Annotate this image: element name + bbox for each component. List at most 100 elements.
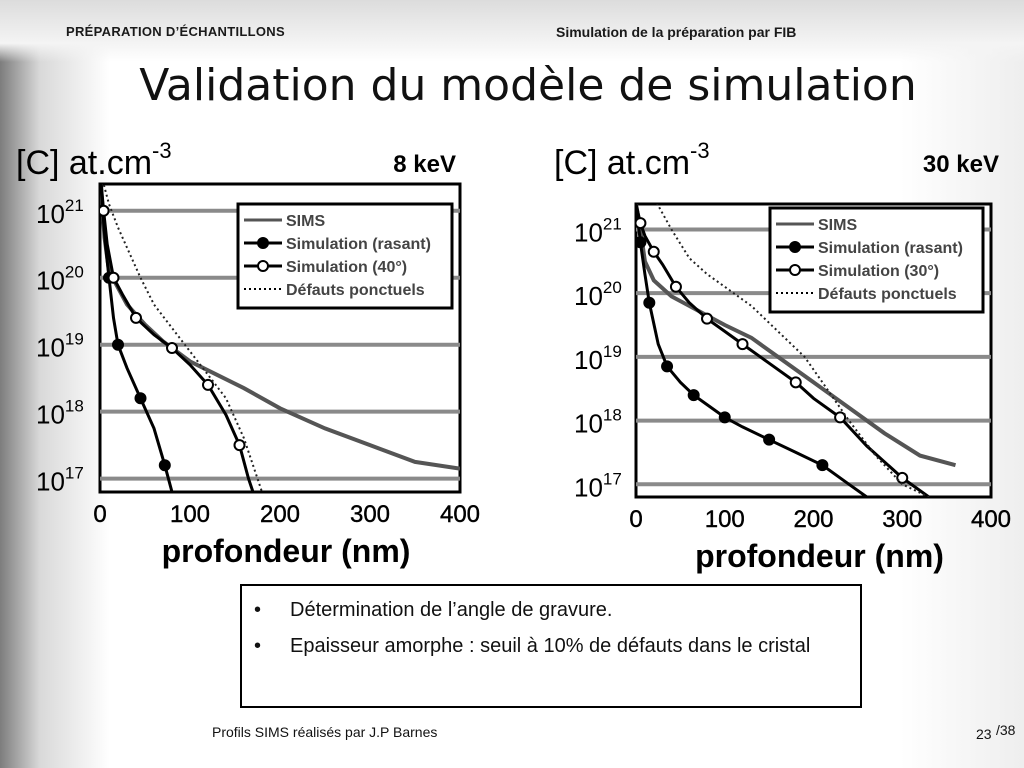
data-point xyxy=(166,342,178,355)
x-tick-label: 200 xyxy=(793,506,833,533)
series-line xyxy=(636,204,930,497)
x-tick-label: 0 xyxy=(629,506,642,533)
legend: SIMS Simulation (rasant) Simulation (40°) D… xyxy=(236,202,454,310)
legend-label: Simulation (40°) xyxy=(286,259,407,276)
bullet-dot: • xyxy=(254,599,262,621)
data-point xyxy=(896,471,909,484)
y-axis-title-exponent: -3 xyxy=(690,138,710,163)
data-point xyxy=(636,236,647,249)
y-tick-base: 10 xyxy=(36,467,65,497)
section-label: PRÉPARATION D’ÉCHANTILLONS xyxy=(66,24,285,39)
bullet-text: Détermination de l’angle de gravure. xyxy=(290,599,613,621)
data-point xyxy=(763,433,776,446)
bullet-item: • Epaisseur amorphe : seuil à 10% de défa… xyxy=(254,632,848,660)
x-tick-label: 0 xyxy=(93,501,106,528)
y-axis-title-main: [C] at.cm xyxy=(554,144,690,182)
y-tick-base: 10 xyxy=(36,266,65,296)
data-point xyxy=(736,338,749,351)
x-axis-title: profondeur (nm) xyxy=(695,538,944,574)
y-tick-exponent: 18 xyxy=(65,397,84,416)
y-tick-base: 10 xyxy=(36,333,65,363)
series-group xyxy=(636,204,957,497)
legend-label: Défauts ponctuels xyxy=(286,282,425,299)
data-point xyxy=(233,439,246,452)
bullet-item: • Détermination de l’angle de gravure. xyxy=(254,596,848,624)
chart-title: 8 keV xyxy=(393,151,456,178)
legend-label: SIMS xyxy=(818,217,857,234)
data-point xyxy=(158,459,171,472)
y-tick-label: 1018 xyxy=(36,397,84,430)
data-point xyxy=(134,392,147,405)
series-line xyxy=(636,204,957,468)
y-tick-exponent: 19 xyxy=(65,330,84,349)
chart-title: 30 keV xyxy=(923,151,999,178)
y-tick-exponent: 17 xyxy=(65,464,84,483)
series-line xyxy=(102,184,263,492)
data-point xyxy=(202,378,214,391)
data-point xyxy=(687,389,700,402)
data-point xyxy=(643,296,656,309)
y-axis-title: [C] at.cm-3 xyxy=(554,138,710,182)
y-tick-exponent: 21 xyxy=(603,214,622,233)
data-point xyxy=(130,311,142,324)
legend-marker xyxy=(257,260,269,272)
y-tick-exponent: 18 xyxy=(603,406,622,425)
bullet-text: Epaisseur amorphe : seuil à 10% de défau… xyxy=(290,635,811,657)
y-tick-base: 10 xyxy=(36,199,65,229)
legend-marker xyxy=(257,237,269,249)
data-point xyxy=(107,271,120,284)
legend-label: Défauts ponctuels xyxy=(818,286,957,303)
footer-note: Profils SIMS réalisés par J.P Barnes xyxy=(212,724,438,740)
y-axis-title: [C] at.cm-3 xyxy=(16,138,172,182)
data-point xyxy=(636,217,647,230)
y-tick-label: 1021 xyxy=(36,196,84,229)
data-point xyxy=(100,204,110,217)
x-tick-label: 300 xyxy=(350,501,390,528)
data-point xyxy=(669,280,682,293)
y-tick-base: 10 xyxy=(574,472,603,502)
data-point xyxy=(834,411,847,424)
header-band xyxy=(0,0,1024,62)
data-point xyxy=(816,459,829,472)
y-tick-label: 1019 xyxy=(36,330,84,363)
x-axis-title: profondeur (nm) xyxy=(162,533,411,569)
data-point xyxy=(661,360,674,373)
legend-marker xyxy=(789,264,801,276)
y-tick-exponent: 20 xyxy=(603,278,622,297)
x-tick-label: 400 xyxy=(971,506,1011,533)
data-point xyxy=(701,312,713,325)
series-line xyxy=(656,204,930,497)
data-point xyxy=(647,245,660,258)
x-tick-label: 100 xyxy=(170,501,210,528)
y-tick-label: 1019 xyxy=(574,342,622,375)
x-tick-label: 200 xyxy=(260,501,300,528)
x-tick-label: 100 xyxy=(705,506,745,533)
y-tick-exponent: 21 xyxy=(65,196,84,215)
y-tick-label: 1017 xyxy=(574,469,622,502)
y-tick-label: 1021 xyxy=(574,214,622,247)
page-number: 23 xyxy=(976,726,992,742)
slide-title: Validation du modèle de simulation xyxy=(139,60,917,111)
x-tick-label: 400 xyxy=(440,501,480,528)
page-total: /38 xyxy=(996,722,1016,738)
y-tick-exponent: 19 xyxy=(603,342,622,361)
y-tick-exponent: 17 xyxy=(603,469,622,488)
legend-label: Simulation (30°) xyxy=(818,263,939,280)
y-axis-title-exponent: -3 xyxy=(152,138,172,163)
data-point xyxy=(718,411,731,424)
y-axis-title-main: [C] at.cm xyxy=(16,144,152,182)
series-line xyxy=(636,204,868,497)
y-tick-base: 10 xyxy=(574,217,603,247)
y-tick-label: 1018 xyxy=(574,406,622,439)
y-tick-label: 1020 xyxy=(574,278,622,311)
legend-label: Simulation (rasant) xyxy=(286,236,431,253)
y-tick-base: 10 xyxy=(574,409,603,439)
legend: SIMS Simulation (rasant) Simulation (30°) D… xyxy=(768,206,985,314)
bullet-dot: • xyxy=(254,635,262,657)
y-tick-label: 1017 xyxy=(36,464,84,497)
data-point xyxy=(789,376,802,389)
topic-label: Simulation de la préparation par FIB xyxy=(556,24,797,40)
y-tick-base: 10 xyxy=(36,400,65,430)
